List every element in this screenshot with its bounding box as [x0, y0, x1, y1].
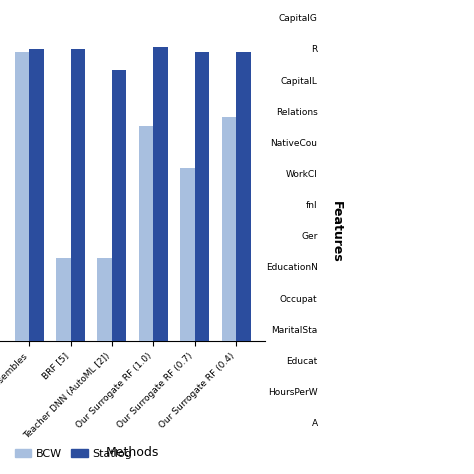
Bar — [56, 258, 71, 341]
Bar — [112, 70, 127, 341]
Text: MaritalSta: MaritalSta — [271, 326, 318, 335]
Text: Features: Features — [330, 201, 343, 263]
Bar — [195, 52, 210, 341]
Text: Educat: Educat — [286, 357, 318, 366]
Bar — [15, 52, 29, 341]
Bar — [29, 49, 44, 341]
X-axis label: Methods: Methods — [106, 446, 159, 459]
Bar — [71, 49, 85, 341]
Text: CapitalG: CapitalG — [279, 14, 318, 23]
Text: A: A — [311, 419, 318, 428]
Bar — [154, 47, 168, 341]
Text: EducationN: EducationN — [266, 264, 318, 273]
Text: HoursPerW: HoursPerW — [268, 388, 318, 397]
Legend: BCW, Statlog: BCW, Statlog — [10, 445, 136, 464]
Text: Relations: Relations — [276, 108, 318, 117]
Bar — [237, 52, 251, 341]
Text: CapitalL: CapitalL — [281, 76, 318, 85]
Bar — [222, 118, 237, 341]
Text: fnl: fnl — [306, 201, 318, 210]
Text: R: R — [311, 46, 318, 55]
Bar — [181, 168, 195, 341]
Bar — [98, 258, 112, 341]
Text: WorkCl: WorkCl — [286, 170, 318, 179]
Text: Ger: Ger — [301, 232, 318, 241]
Text: Occupat: Occupat — [280, 294, 318, 303]
Bar — [139, 127, 154, 341]
Text: NativeCou: NativeCou — [271, 139, 318, 148]
